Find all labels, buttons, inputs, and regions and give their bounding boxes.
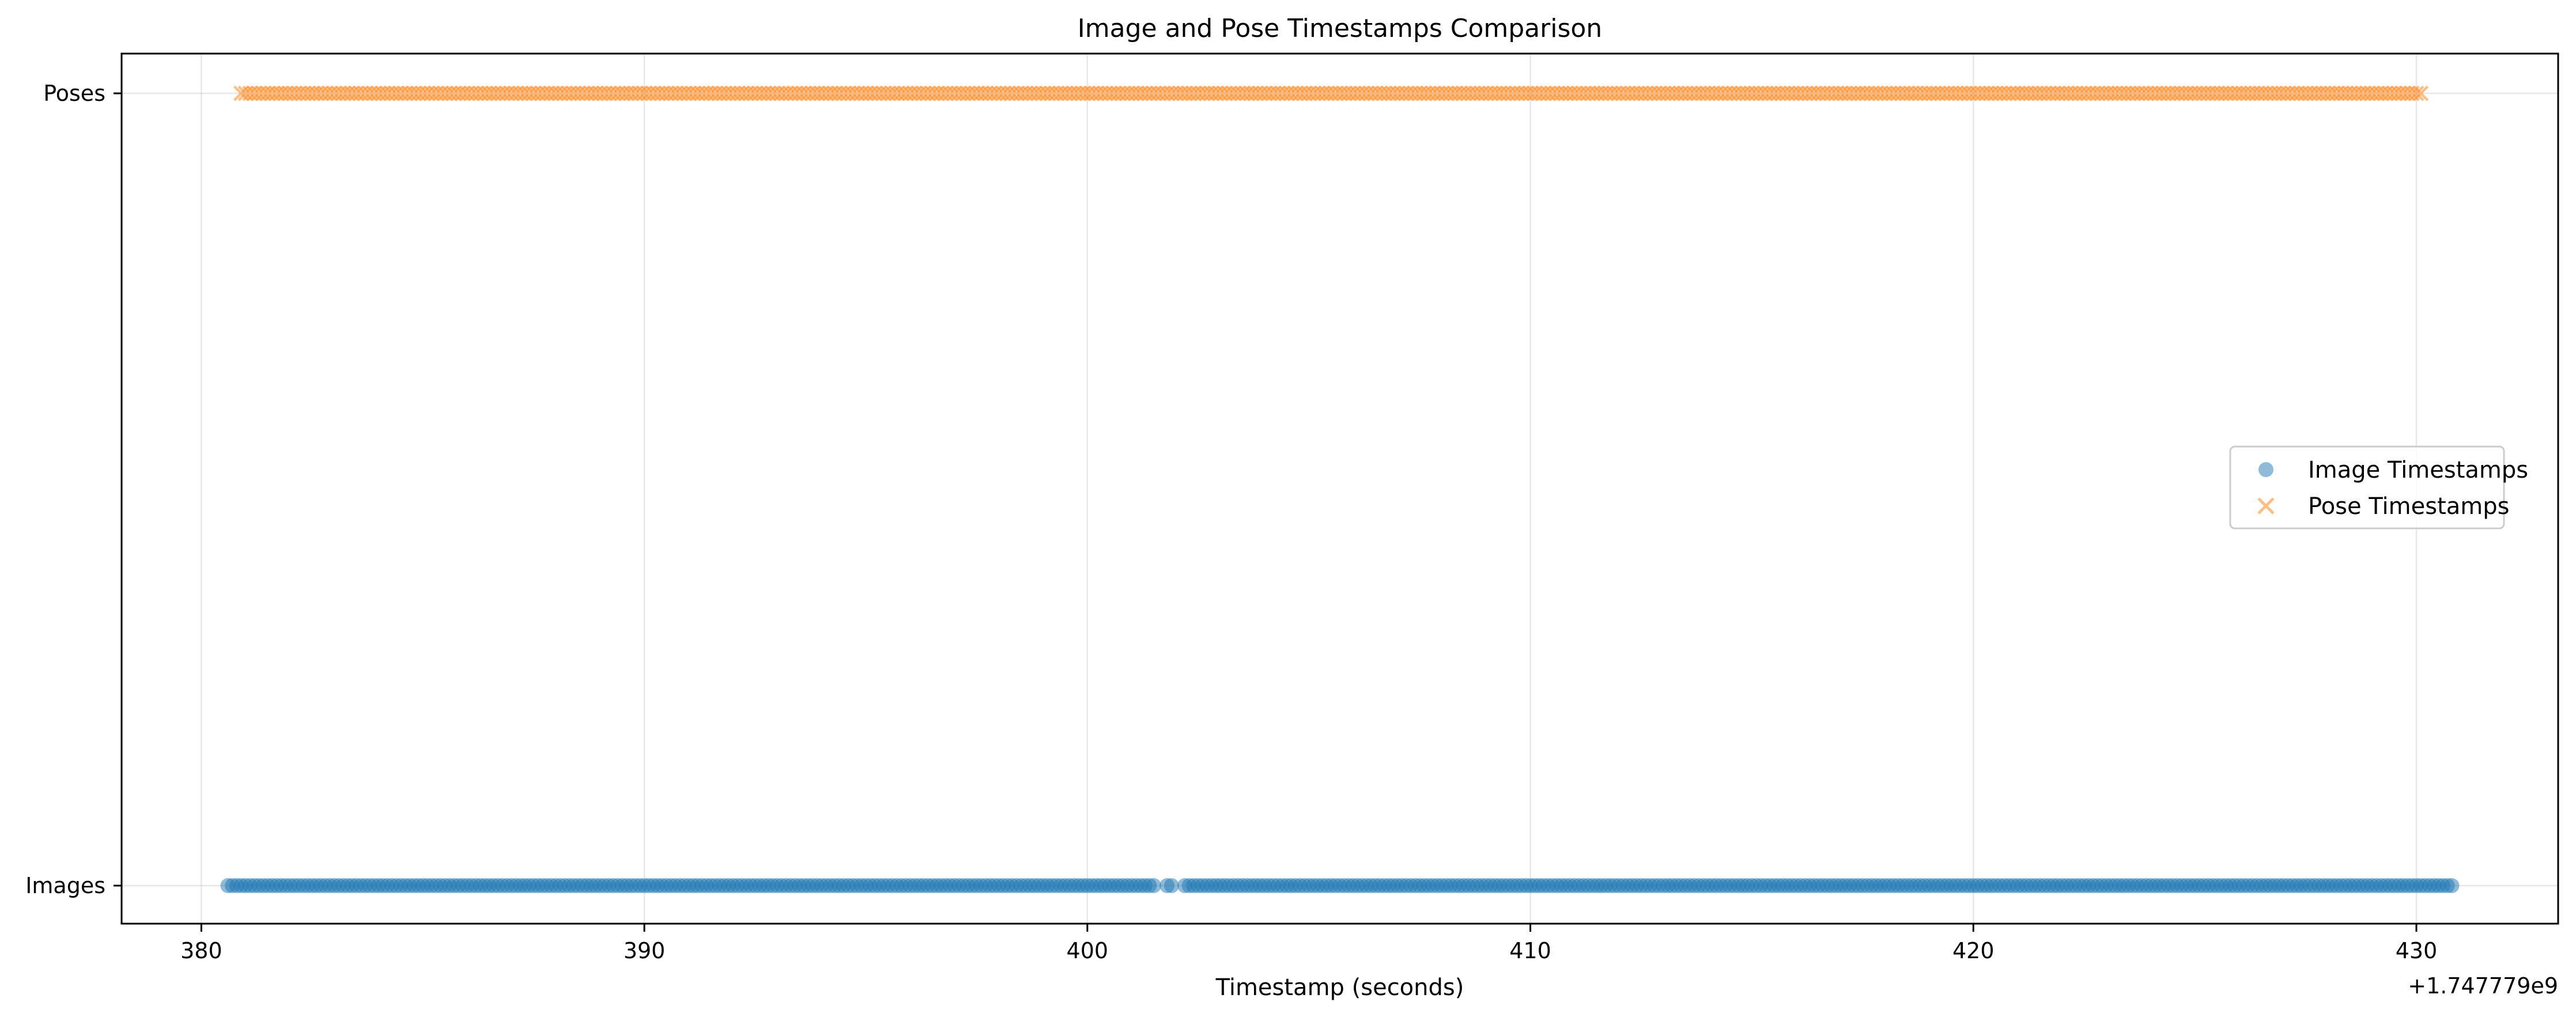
x-tick-label: 420 [1952,938,1995,963]
legend-label-pose-timestamps: Pose Timestamps [2308,493,2509,520]
legend-marker-pose-timestamps [2257,497,2275,515]
legend: Image Timestamps Pose Timestamps [2229,445,2528,530]
plot-frame [120,52,2559,925]
x-offset-label: +1.747779e9 [2408,973,2558,999]
image-point [1164,878,1179,893]
x-tick-label: 430 [2396,938,2438,963]
image-point [2444,878,2460,893]
x-tick-label: 400 [1067,938,1109,963]
pose-point [2413,85,2429,101]
y-tick-label: Images [25,873,105,898]
x-tick-label: 410 [1509,938,1551,963]
pose-point [2408,85,2424,101]
series-layer [220,85,2460,893]
legend-box [2229,445,2505,530]
legend-label-image-timestamps: Image Timestamps [2308,457,2528,483]
x-tick-label: 390 [624,938,666,963]
x-axis-label: Timestamp (seconds) [1215,974,1464,1001]
y-tick-label: Poses [43,81,105,106]
axes-ticks: 380 390 400 410 420 430 Images Poses [25,81,2437,963]
x-tick-label: 380 [180,938,222,963]
image-series [220,878,2460,893]
legend-marker-image-timestamps [2258,462,2273,477]
chart-title: Image and Pose Timestamps Comparison [1078,14,1602,43]
pose-series [233,85,2429,101]
image-point [1146,878,1162,893]
